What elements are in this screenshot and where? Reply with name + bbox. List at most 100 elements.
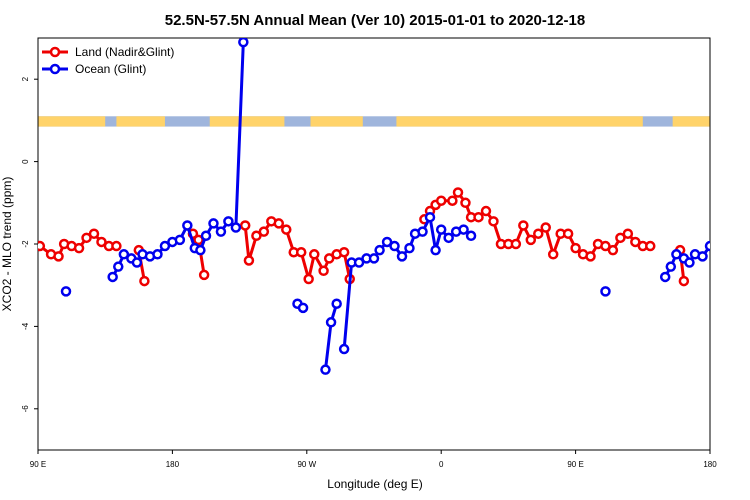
land-point — [323, 253, 335, 264]
land-series — [38, 187, 690, 287]
ocean-point — [697, 251, 708, 262]
ocean-point — [368, 253, 380, 264]
y-axis-label: XCO2 - MLO trend (ppm) — [0, 177, 14, 312]
ocean-point — [320, 364, 331, 375]
x-tick-label: 90 W — [297, 460, 316, 469]
land-point — [447, 195, 458, 206]
land-point — [338, 246, 350, 258]
land-point — [452, 187, 464, 198]
ocean-point — [331, 298, 342, 309]
ocean-point — [215, 226, 227, 237]
y-axis: 2 0 -2 -4 -6 — [21, 76, 38, 412]
land-point — [460, 197, 471, 209]
land-point — [480, 205, 492, 217]
ocean-point — [704, 240, 710, 252]
ocean-point — [435, 224, 447, 235]
legend: Land (Nadir&Glint) Ocean (Glint) — [42, 45, 174, 76]
y-tick-label: -6 — [21, 405, 30, 413]
land-point — [281, 224, 292, 235]
ocean-point — [404, 242, 415, 254]
legend-ocean-marker — [49, 63, 61, 75]
ocean-point — [389, 240, 400, 252]
land-point — [435, 195, 447, 206]
ocean-point — [60, 286, 72, 297]
land-point — [139, 275, 150, 287]
land-point — [88, 228, 100, 239]
land-point — [562, 228, 574, 239]
land-point — [533, 228, 544, 239]
land-point — [615, 232, 626, 244]
land-point — [38, 240, 46, 252]
ocean-point — [424, 211, 436, 223]
ocean-point — [671, 249, 682, 260]
ocean-point — [195, 244, 206, 256]
ocean-point — [659, 271, 671, 283]
ocean-series — [60, 38, 710, 375]
land-point — [303, 273, 314, 285]
chart-title: 52.5N-57.5N Annual Mean (Ver 10) 2015-01… — [165, 12, 585, 29]
land-point — [295, 246, 307, 258]
land-point — [309, 249, 320, 260]
x-axis: 90 E 180 90 W 0 90 E 180 — [30, 450, 717, 469]
band-land-segment — [672, 116, 710, 127]
land-point — [318, 265, 329, 277]
land-point — [630, 236, 641, 248]
land-point — [81, 232, 92, 244]
ocean-point — [113, 261, 124, 272]
ocean-point — [665, 261, 677, 272]
ocean-point — [107, 271, 118, 283]
band-ocean — [38, 116, 710, 127]
ocean-point — [381, 236, 393, 248]
land-point — [243, 255, 255, 266]
land-point — [678, 275, 690, 287]
series-layer — [38, 38, 710, 375]
x-tick-label: 90 E — [567, 460, 583, 469]
band-land-segment — [310, 116, 363, 127]
band-land-segment — [116, 116, 165, 127]
land-point — [198, 269, 210, 281]
ocean-point — [200, 230, 212, 242]
ocean-point — [238, 38, 249, 48]
surface-type-band — [38, 116, 710, 127]
land-point — [239, 220, 251, 231]
ocean-point — [443, 232, 454, 244]
x-axis-label: Longitude (deg E) — [327, 477, 422, 491]
ocean-point — [325, 317, 337, 328]
ocean-point — [684, 257, 695, 268]
ocean-point — [396, 251, 408, 262]
y-tick-label: -4 — [21, 322, 30, 330]
y-tick-label: 0 — [21, 159, 30, 164]
ocean-point — [430, 244, 441, 256]
ocean-point — [208, 218, 219, 229]
land-point — [585, 251, 596, 262]
land-point — [251, 230, 262, 242]
land-point — [540, 222, 551, 233]
ocean-point — [458, 224, 469, 235]
land-point — [96, 236, 107, 248]
ocean-point — [297, 302, 309, 314]
land-point — [258, 226, 270, 237]
ocean-point — [152, 249, 163, 260]
land-point — [622, 228, 634, 239]
land-point — [600, 240, 611, 252]
y-tick-label: 2 — [21, 76, 30, 81]
land-point — [607, 244, 619, 256]
ocean-point — [118, 249, 130, 260]
land-point — [547, 249, 559, 260]
ocean-point — [131, 257, 143, 268]
land-point — [570, 242, 581, 254]
land-point — [510, 238, 522, 250]
x-tick-label: 180 — [703, 460, 717, 469]
ocean-point — [600, 286, 611, 297]
band-land-segment — [396, 116, 643, 127]
x-tick-label: 180 — [166, 460, 180, 469]
legend-land-marker — [49, 46, 61, 58]
ocean-point — [353, 257, 365, 268]
ocean-point — [159, 240, 171, 252]
land-point — [518, 220, 529, 231]
x-tick-label: 90 E — [30, 460, 46, 469]
ocean-point — [223, 216, 234, 227]
land-point — [53, 251, 64, 262]
land-point — [525, 234, 537, 246]
